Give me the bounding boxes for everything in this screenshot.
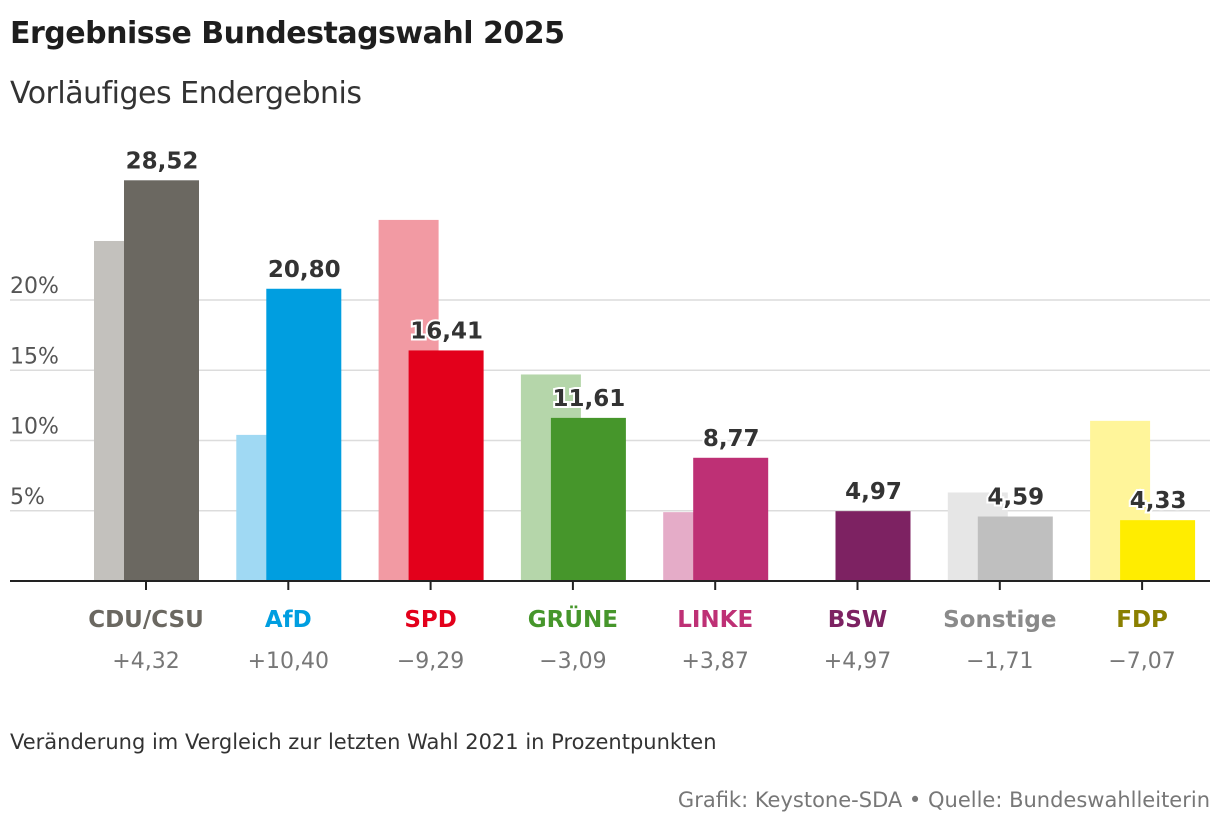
value-label: 4,97	[845, 479, 902, 505]
category-label: SPD	[404, 607, 457, 633]
category-label: BSW	[828, 607, 887, 633]
value-label: 20,80	[268, 257, 341, 283]
change-label: −9,29	[397, 649, 464, 674]
chart-source: Grafik: Keystone-SDA • Quelle: Bundeswah…	[677, 788, 1210, 812]
value-label: 4,59	[987, 485, 1044, 511]
change-label: −7,07	[1108, 649, 1175, 674]
change-label: −1,71	[966, 649, 1033, 674]
change-label: +4,97	[824, 649, 891, 674]
chart-footnote: Veränderung im Vergleich zur letzten Wah…	[10, 730, 717, 754]
change-label: −3,09	[539, 649, 606, 674]
bar-2025-2	[408, 350, 484, 581]
value-label: 16,41	[410, 318, 483, 344]
chart-title: Ergebnisse Bundestagswahl 2025	[10, 16, 565, 51]
chart-subtitle: Vorläufiges Endergebnis	[10, 76, 362, 111]
value-label: 28,52	[126, 148, 199, 174]
bar-2025-3	[550, 417, 626, 581]
category-label: Sonstige	[943, 607, 1056, 633]
category-label: CDU/CSU	[88, 607, 204, 633]
change-label: +10,40	[248, 649, 329, 674]
bar-2025-6	[977, 516, 1053, 581]
bar-2025-0	[124, 180, 199, 581]
value-label: 11,61	[553, 386, 626, 412]
category-label: AfD	[265, 607, 312, 633]
category-label: GRÜNE	[528, 605, 618, 633]
bar-2025-4	[693, 457, 769, 581]
bar-2025-5	[835, 511, 911, 581]
change-label: +4,32	[112, 649, 179, 674]
y-tick-label: 10%	[10, 415, 59, 440]
y-tick-label: 15%	[10, 344, 59, 369]
bar-2025-1	[266, 288, 342, 581]
change-label: +3,87	[681, 649, 748, 674]
bar-2025-7	[1120, 520, 1196, 581]
value-label: 8,77	[703, 426, 760, 452]
value-label: 4,33	[1130, 488, 1187, 514]
y-tick-label: 20%	[10, 274, 59, 299]
y-tick-label: 5%	[10, 485, 45, 510]
category-label: FDP	[1116, 607, 1168, 633]
category-label: LINKE	[677, 607, 753, 633]
